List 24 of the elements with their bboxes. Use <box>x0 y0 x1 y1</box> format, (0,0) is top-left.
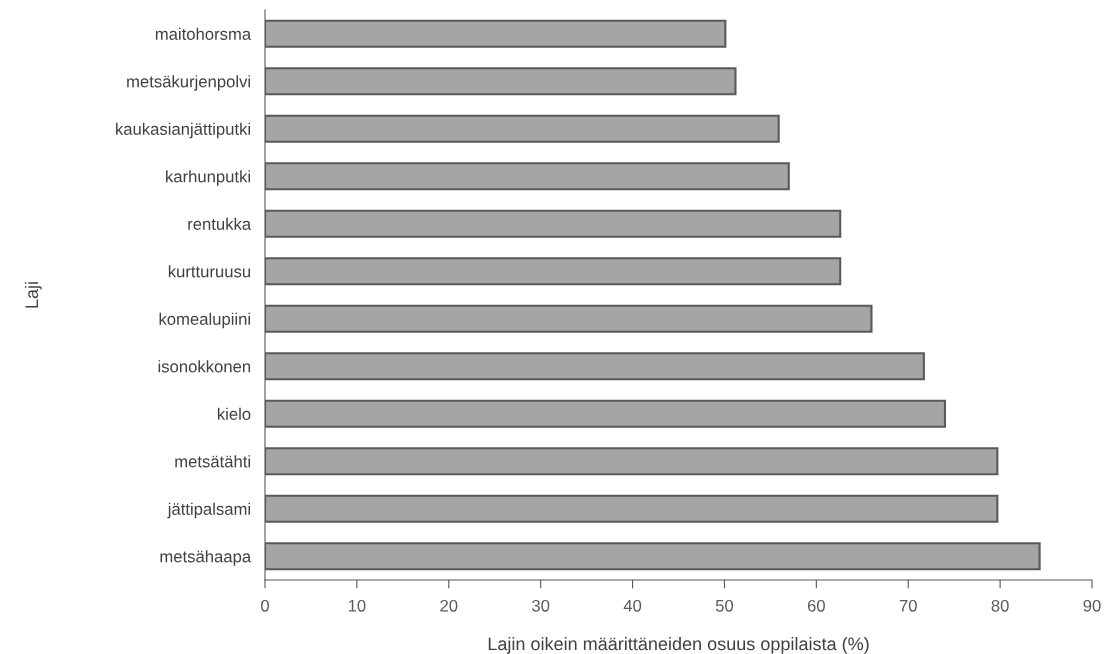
y-tick-label: maitohorsma <box>155 27 252 40</box>
y-tick-label: metsähaapa <box>160 550 252 566</box>
x-tick-label: 90 <box>1083 599 1101 612</box>
y-axis-title: Laji <box>24 282 42 308</box>
x-tick-label: 60 <box>807 599 825 612</box>
x-tick-label: 0 <box>261 599 269 612</box>
x-tick-label: 40 <box>623 599 642 612</box>
y-tick-label: komealupiini <box>159 312 250 329</box>
x-tick-label: 30 <box>532 599 550 612</box>
y-tick-label: isonokkonen <box>158 360 251 373</box>
x-tick-label: 80 <box>991 599 1009 612</box>
y-tick-label: metsätähti <box>175 455 250 468</box>
y-tick-label: jättipalsami <box>167 502 250 519</box>
y-tick-label: kielo <box>217 407 251 420</box>
x-tick-label: 50 <box>715 599 734 612</box>
x-axis-title: Lajin oikein määrittäneiden osuus oppilaista (%) <box>488 637 869 654</box>
x-tick-label: 70 <box>899 599 917 612</box>
y-tick-label: metsäkurjenpolvi <box>127 75 250 91</box>
x-tick-label: 20 <box>440 599 458 612</box>
y-tick-label: karhunputki <box>166 170 250 186</box>
x-tick-label: 10 <box>348 599 366 612</box>
y-tick-label: kurtturuusu <box>168 265 251 278</box>
y-tick-label: rentukka <box>188 217 252 230</box>
y-tick-label: kaukasianjättiputki <box>116 122 250 139</box>
